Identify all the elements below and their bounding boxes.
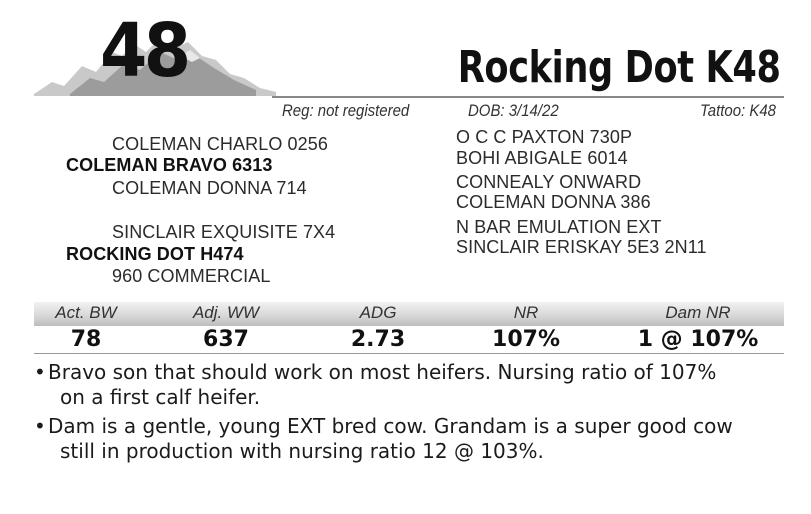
pedigree-sire-sire-sire: O C C PAXTON 730P (456, 127, 633, 147)
pedigree-sire-sire: COLEMAN CHARLO 0256 (112, 134, 328, 154)
pedigree-sire-dam-sire: CONNEALY ONWARD (456, 172, 642, 192)
note-text-line: still in production with nursing ratio 1… (60, 439, 544, 463)
pedigree-dam-sire: SINCLAIR EXQUISITE 7X4 (112, 222, 336, 242)
pedigree-dam-sire-sire: N BAR EMULATION EXT (456, 217, 662, 237)
stats-divider (34, 353, 784, 354)
stat-header-adj-ww: Adj. WW (192, 303, 260, 322)
pedigree-dam-dam: 960 COMMERCIAL (112, 266, 271, 286)
stat-header-adg: ADG (359, 303, 397, 322)
stat-value-adj-ww: 637 (203, 327, 249, 352)
bullet-icon: • (34, 414, 46, 438)
stat-header-act-bw: Act. BW (55, 303, 117, 322)
note-item: • Bravo son that should work on most heif… (34, 360, 794, 410)
stat-header-nr: NR (513, 303, 539, 322)
note-text-line: on a first calf heifer. (60, 385, 261, 409)
tattoo: Tattoo: K48 (700, 101, 776, 120)
animal-name-title: Rocking Dot K48 (458, 42, 781, 93)
stat-value-dam-nr: 1 @ 107% (637, 327, 759, 352)
note-text-line: Dam is a gentle, young EXT bred cow. Gra… (48, 414, 733, 438)
pedigree-sire-sire-dam: BOHI ABIGALE 6014 (456, 148, 628, 168)
pedigree-sire: COLEMAN BRAVO 6313 (66, 155, 273, 175)
bullet-icon: • (34, 360, 46, 384)
stat-value-act-bw: 78 (70, 327, 102, 352)
note-text-line: Bravo son that should work on most heife… (48, 360, 717, 384)
pedigree-sire-dam-dam: COLEMAN DONNA 386 (456, 192, 651, 212)
stat-header-dam-nr: Dam NR (665, 303, 731, 322)
registration-status: Reg: not registered (282, 101, 410, 120)
pedigree-dam: ROCKING DOT H474 (66, 244, 244, 264)
lot-number: 48 (100, 8, 191, 94)
stat-value-nr: 107% (492, 327, 560, 352)
mountain-logo-graphic (34, 40, 276, 96)
title-divider (272, 96, 784, 98)
pedigree-dam-sire-dam: SINCLAIR ERISKAY 5E3 2N11 (456, 237, 707, 257)
date-of-birth: DOB: 3/14/22 (468, 101, 559, 120)
stats-header-band (34, 302, 784, 326)
pedigree-sire-dam: COLEMAN DONNA 714 (112, 178, 307, 198)
stat-value-adg: 2.73 (350, 327, 406, 352)
note-item: • Dam is a gentle, young EXT bred cow. Gr… (34, 414, 794, 464)
